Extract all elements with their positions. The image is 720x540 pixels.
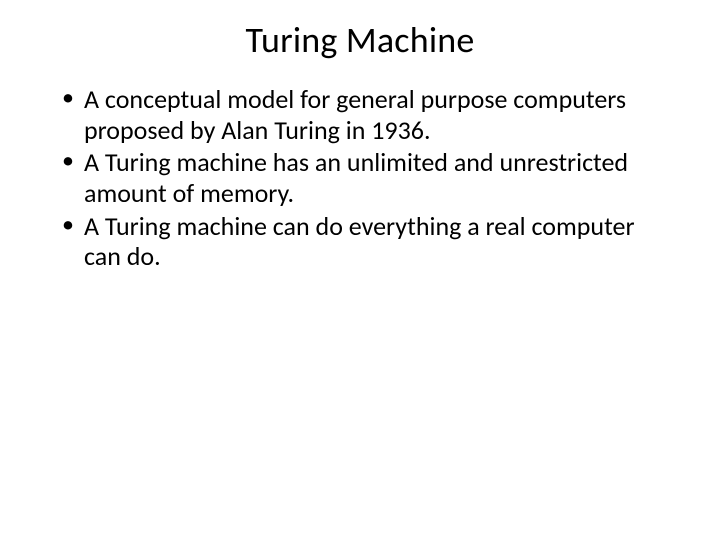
- slide-title: Turing Machine: [40, 18, 680, 62]
- list-item: A Turing machine can do everything a rea…: [62, 211, 668, 272]
- list-item: A Turing machine has an unlimited and un…: [62, 147, 668, 208]
- list-item: A conceptual model for general purpose c…: [62, 84, 668, 145]
- slide: Turing Machine A conceptual model for ge…: [0, 0, 720, 540]
- bullet-list: A conceptual model for general purpose c…: [40, 84, 680, 272]
